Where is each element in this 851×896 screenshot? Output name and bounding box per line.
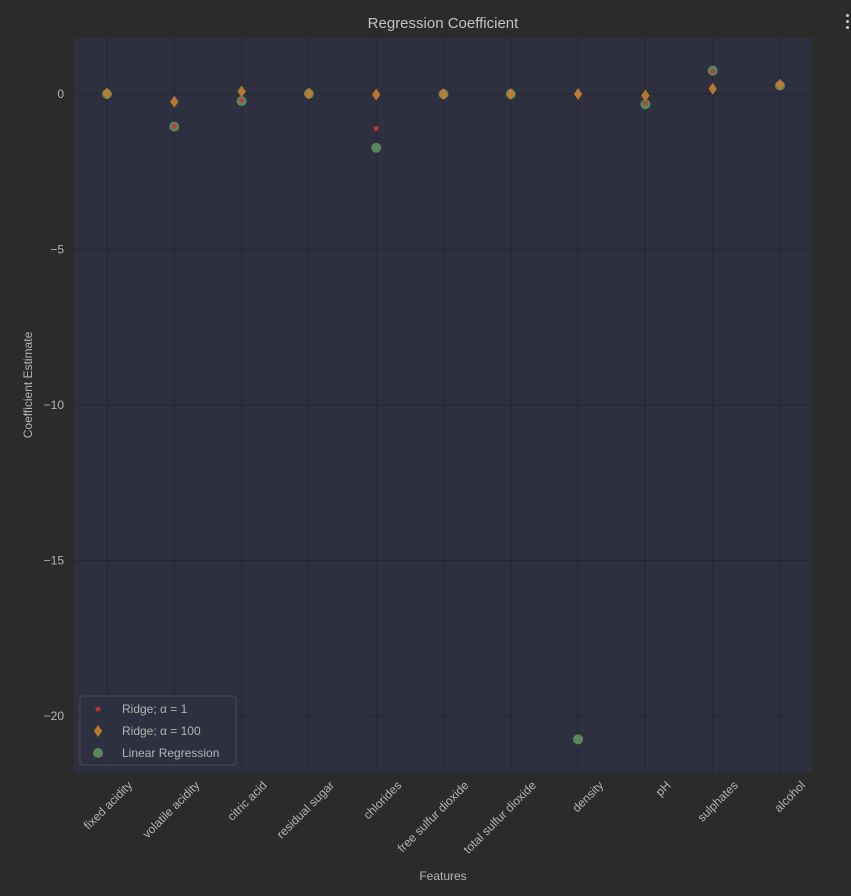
- y-tick-label: −5: [50, 242, 64, 256]
- y-tick-label: −15: [44, 554, 65, 568]
- diamond-marker: [237, 85, 246, 98]
- diamond-marker: [439, 87, 448, 100]
- diamond-marker: [573, 87, 583, 100]
- legend-label: Ridge; α = 1: [122, 702, 188, 716]
- y-tick-label: −20: [44, 709, 65, 723]
- star-marker: [237, 96, 246, 104]
- legend-circle-marker: [93, 748, 103, 758]
- diamond-marker: [775, 78, 785, 91]
- x-tick-label: volatile acidity: [140, 778, 203, 841]
- diamond-marker: [102, 87, 112, 100]
- legend-label: Ridge; α = 100: [122, 724, 201, 738]
- legend-box: [79, 695, 237, 766]
- diamond-marker: [641, 89, 650, 102]
- x-tick-label: sulphates: [695, 778, 741, 824]
- star-marker: [709, 67, 717, 75]
- gridlines: [74, 38, 812, 772]
- x-tick-label: residual sugar: [274, 778, 337, 841]
- diamond-marker: [372, 88, 381, 101]
- x-tick-label: fixed acidity: [81, 778, 135, 832]
- star-marker: [372, 124, 380, 132]
- legend-label: Linear Regression: [122, 746, 219, 760]
- x-tick-label: total sulfur dioxide: [461, 778, 540, 857]
- x-tick-label: alcohol: [771, 778, 808, 815]
- x-tick-label: pH: [653, 778, 674, 799]
- diamond-marker: [506, 87, 515, 100]
- y-tick-label: −10: [44, 398, 65, 412]
- legend: Ridge; α = 1 Ridge; α = 100 Linear Regress…: [79, 695, 237, 766]
- diamond-marker: [170, 95, 179, 108]
- legend-star-marker: [94, 705, 102, 713]
- data-markers: [102, 65, 785, 745]
- x-tick-label: chlorides: [360, 778, 404, 822]
- y-tick-label: 0: [57, 87, 64, 101]
- y-axis-label: Coefficient Estimate: [21, 331, 35, 438]
- x-tick-label: citric acid: [224, 778, 269, 823]
- diamond-marker: [708, 82, 717, 95]
- more-vertical-icon[interactable]: [843, 14, 851, 34]
- x-tick-label: density: [569, 778, 606, 815]
- diamond-marker: [304, 87, 314, 100]
- chart-title: Regression Coefficient: [368, 15, 519, 32]
- circle-marker: [371, 142, 382, 153]
- x-axis-label: Features: [419, 869, 466, 883]
- star-marker: [641, 98, 650, 106]
- legend-diamond-marker: [93, 725, 103, 737]
- star-marker: [170, 122, 178, 130]
- x-tick-label: free sulfur dioxide: [395, 778, 472, 855]
- circle-marker: [573, 734, 584, 745]
